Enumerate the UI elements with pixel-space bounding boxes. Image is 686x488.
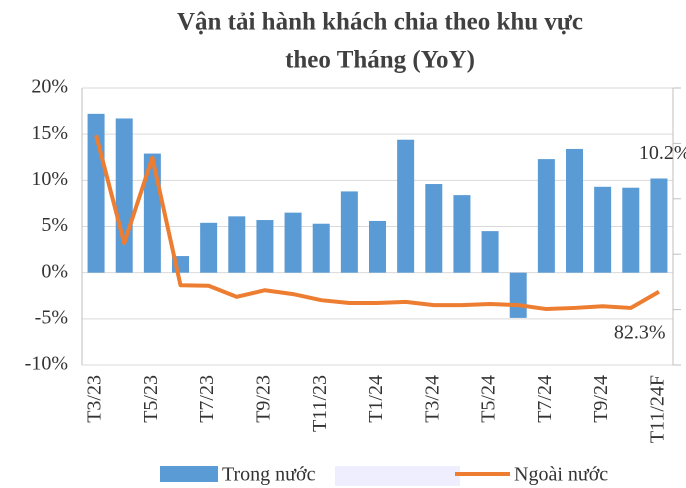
y-tick-label: -5% xyxy=(35,306,68,328)
bar xyxy=(622,187,640,273)
x-tick-label: T9/23 xyxy=(253,375,275,423)
x-tick-label: T7/23 xyxy=(196,375,218,423)
bar xyxy=(369,220,386,273)
y-tick-label: -10% xyxy=(25,353,68,375)
legend-band xyxy=(335,466,460,486)
x-tick-label: T11/23 xyxy=(309,375,331,432)
bar xyxy=(312,223,330,273)
chart-title: Vận tải hành khách chia theo khu vực xyxy=(177,9,583,36)
y-tick-label: 5% xyxy=(41,214,68,236)
bar xyxy=(397,139,415,273)
bar xyxy=(425,184,443,273)
y-tick-label: 20% xyxy=(31,76,68,98)
legend-label: Trong nước xyxy=(222,464,316,486)
data-label: 10.2% xyxy=(639,142,686,164)
bar xyxy=(509,272,527,318)
x-tick-label: T3/23 xyxy=(84,375,106,423)
legend-swatch xyxy=(160,466,218,482)
bar xyxy=(200,222,218,273)
y-tick-label: 0% xyxy=(41,260,68,282)
chart-title: theo Tháng (YoY) xyxy=(285,47,475,74)
line xyxy=(94,134,660,312)
x-tick-label: T5/24 xyxy=(478,375,500,423)
y-tick-label: 15% xyxy=(31,122,68,144)
bar xyxy=(650,178,668,273)
bar xyxy=(566,148,583,273)
legend-label: Ngoài nước xyxy=(514,464,608,486)
x-tick-label: T1/24 xyxy=(365,375,387,423)
bar xyxy=(256,220,274,273)
bar xyxy=(284,212,302,273)
y-tick-label: 10% xyxy=(31,168,68,190)
x-tick-label: T5/23 xyxy=(140,375,162,423)
x-tick-label: T11/24F xyxy=(647,375,669,443)
bar xyxy=(481,231,499,273)
bar xyxy=(537,159,555,273)
bar xyxy=(340,191,358,273)
bar xyxy=(453,195,471,273)
data-label: 82.3% xyxy=(614,321,666,343)
bar xyxy=(594,186,612,273)
x-tick-label: T3/24 xyxy=(421,375,443,423)
bar xyxy=(115,118,133,273)
x-tick-label: T7/24 xyxy=(534,375,556,423)
x-tick-label: T9/24 xyxy=(590,375,612,423)
bar xyxy=(228,216,246,273)
